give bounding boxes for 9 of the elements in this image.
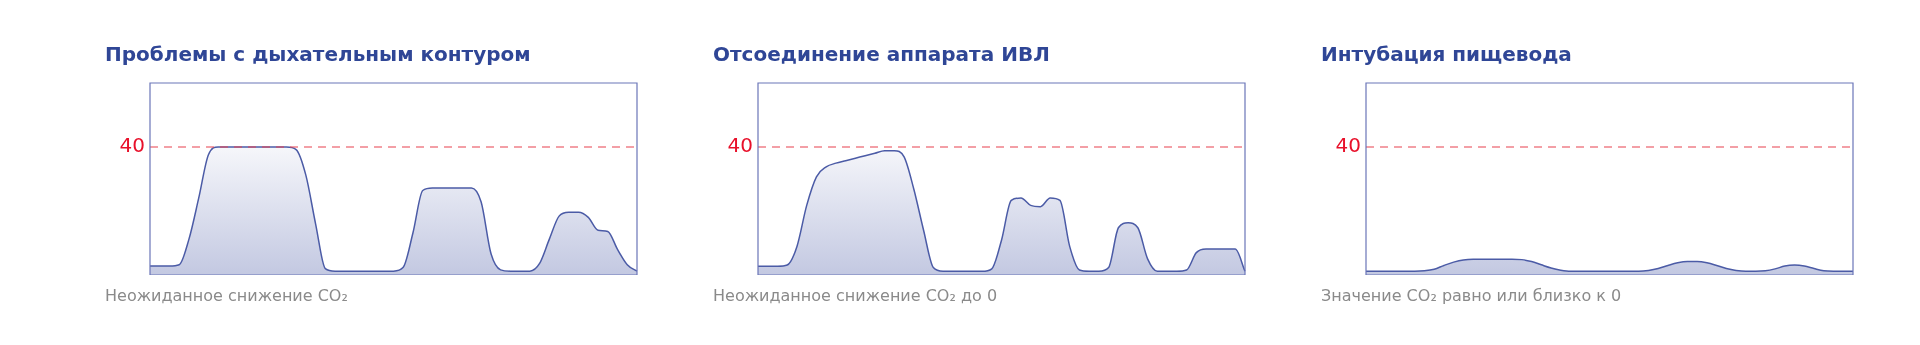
chart-title: Отсоединение аппарата ИВЛ <box>713 42 1050 66</box>
chart-title: Проблемы с дыхательным контуром <box>105 42 531 66</box>
chart-title: Интубация пищевода <box>1321 42 1572 66</box>
text: Неожиданное снижение CO₂ <box>105 286 348 305</box>
text: 40 <box>119 133 145 158</box>
text: 40 <box>1335 133 1361 158</box>
text: 40 <box>727 133 753 158</box>
text: Неожиданное снижение CO₂ до 0 <box>713 286 998 305</box>
text: Значение CO₂ равно или близко к 0 <box>1321 286 1622 305</box>
